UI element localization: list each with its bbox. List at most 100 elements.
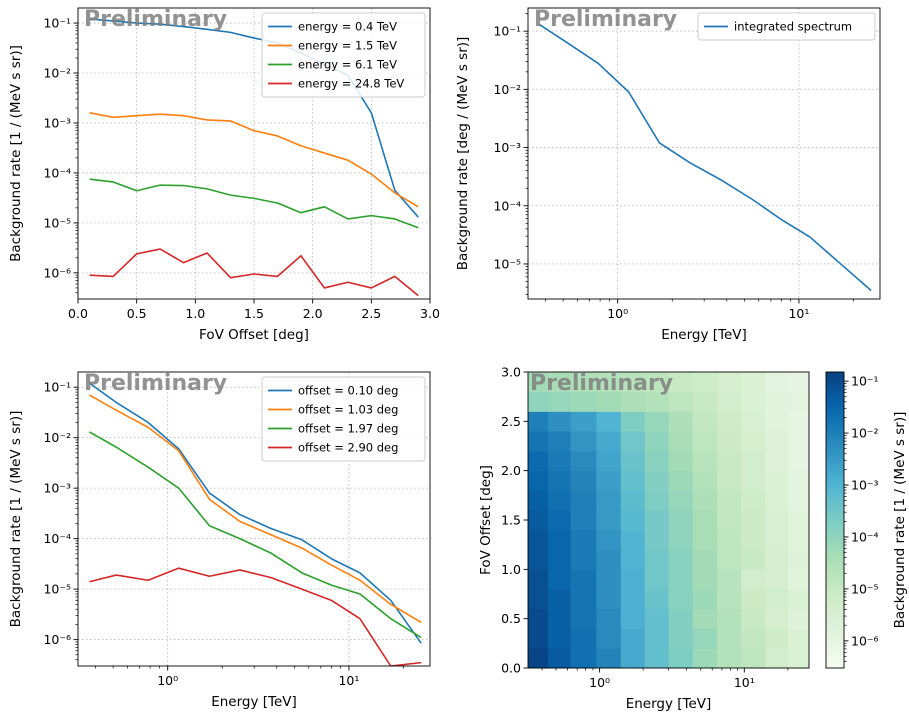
heatmap-cell: [787, 648, 810, 669]
y-tick-label: 10⁻³: [43, 481, 71, 496]
heatmap-cell: [570, 450, 597, 472]
x-tick-label: 10¹: [734, 675, 755, 690]
heatmap-cell: [692, 411, 718, 432]
heatmap-cell: [570, 569, 597, 590]
heatmap-cell: [644, 372, 670, 393]
heatmap-cell: [596, 431, 622, 452]
x-tick-label: 2.5: [361, 306, 381, 321]
x-tick-label: 10⁰: [589, 675, 610, 690]
heatmap-cell: [717, 372, 742, 393]
heatmap-cell: [765, 608, 789, 629]
heatmap-cell: [741, 431, 766, 452]
heatmap-cell: [548, 608, 571, 629]
heatmap-cell: [620, 628, 646, 649]
heatmap-cell: [620, 549, 646, 570]
colorbar-tick-label: 10⁻³: [851, 478, 879, 493]
heatmap-cell: [787, 411, 810, 432]
heatmap-cell: [644, 529, 670, 550]
plot-frame: [527, 7, 881, 300]
heatmap-cell: [765, 411, 789, 432]
heatmap-cell: [717, 589, 742, 610]
x-axis-label: Energy [TeV]: [661, 327, 747, 343]
series-line: [538, 23, 872, 292]
heatmap-cell: [765, 549, 789, 570]
heatmap-cell: [668, 510, 694, 531]
x-axis-label: Energy [TeV]: [626, 696, 712, 712]
x-tick-label: 0.0: [68, 306, 88, 321]
series-group: [89, 18, 419, 297]
y-tick-label: 2.5: [501, 414, 521, 429]
heatmap-cell: [644, 450, 670, 472]
heatmap-cell: [741, 569, 766, 590]
heatmap-cell: [668, 490, 694, 511]
heatmap-cell: [741, 549, 766, 570]
heatmap-cell: [717, 549, 742, 570]
y-tick-label: 2.0: [501, 463, 521, 478]
heatmap-cell: [548, 372, 571, 393]
heatmap-cell: [620, 391, 646, 412]
heatmap-cell: [717, 529, 742, 550]
watermark: Preliminary: [84, 7, 227, 32]
heatmap-cell: [570, 628, 597, 649]
watermark: Preliminary: [84, 371, 227, 396]
heatmap-cell: [692, 510, 718, 531]
heatmap-cell: [570, 490, 597, 511]
heatmap-cell: [765, 372, 789, 393]
heatmap-cell: [528, 648, 549, 669]
heatmap-cell: [644, 510, 670, 531]
heatmap-cell: [596, 470, 622, 491]
y-tick-label: 10⁻²: [43, 66, 71, 81]
heatmap-cell: [596, 510, 622, 531]
legend-label: integrated spectrum: [734, 20, 852, 34]
heatmap-cell: [644, 549, 670, 570]
heatmap-cell: [787, 450, 810, 472]
heatmap-cell: [548, 450, 571, 472]
x-tick-label: 10¹: [338, 673, 359, 688]
heatmap-cell: [692, 450, 718, 472]
series-line: [89, 111, 419, 208]
heatmap-cell: [787, 569, 810, 590]
heatmap-cell: [570, 411, 597, 432]
heatmap-cell: [668, 372, 694, 393]
heatmap-cell: [620, 411, 646, 432]
legend: energy = 0.4 TeV energy = 1.5 TeV energy =…: [261, 12, 426, 98]
plot-frame: [527, 371, 810, 669]
heatmap-cell: [528, 490, 549, 511]
y-tick-label: 10⁻²: [43, 430, 71, 445]
heatmap-cell: [620, 510, 646, 531]
heatmap-cell: [717, 510, 742, 531]
y-tick-label: 10⁻⁵: [43, 582, 71, 597]
x-tick-label: 10⁰: [157, 673, 178, 688]
legend: integrated spectrum: [697, 12, 876, 41]
heatmap-cell: [548, 628, 571, 649]
colorbar-tick-label: 10⁻⁵: [851, 581, 879, 596]
heatmap-cell: [570, 549, 597, 570]
heatmap-cell: [741, 608, 766, 629]
heatmap-cell: [570, 608, 597, 629]
heatmap-cell: [596, 569, 622, 590]
y-tick-label: 10⁻¹: [493, 24, 521, 39]
heatmap-cell: [765, 589, 789, 610]
y-tick-label: 10⁻⁴: [43, 165, 71, 180]
heatmap-cell: [717, 450, 742, 472]
heatmap-cell: [668, 589, 694, 610]
heatmap-cell: [787, 431, 810, 452]
y-tick-label: 10⁻⁴: [493, 198, 521, 213]
heatmap-cell: [620, 648, 646, 669]
heatmap-cell: [787, 372, 810, 393]
heatmap-cell: [692, 372, 718, 393]
heatmap-cell: [765, 490, 789, 511]
heatmap-cell: [717, 470, 742, 491]
legend-label: energy = 0.4 TeV: [298, 20, 397, 34]
y-tick-label: 10⁻¹: [43, 16, 71, 31]
heatmap-cell: [570, 589, 597, 610]
heatmap-cell: [765, 648, 789, 669]
colorbar-label: Background rate [1 / (MeV s sr)]: [892, 412, 908, 629]
colorbar-tick-label: 10⁻⁴: [851, 529, 879, 544]
heatmap-cell: [668, 450, 694, 472]
heatmap-cell: [528, 411, 549, 432]
y-tick-label: 1.0: [501, 562, 521, 577]
heatmap-cell: [787, 391, 810, 412]
